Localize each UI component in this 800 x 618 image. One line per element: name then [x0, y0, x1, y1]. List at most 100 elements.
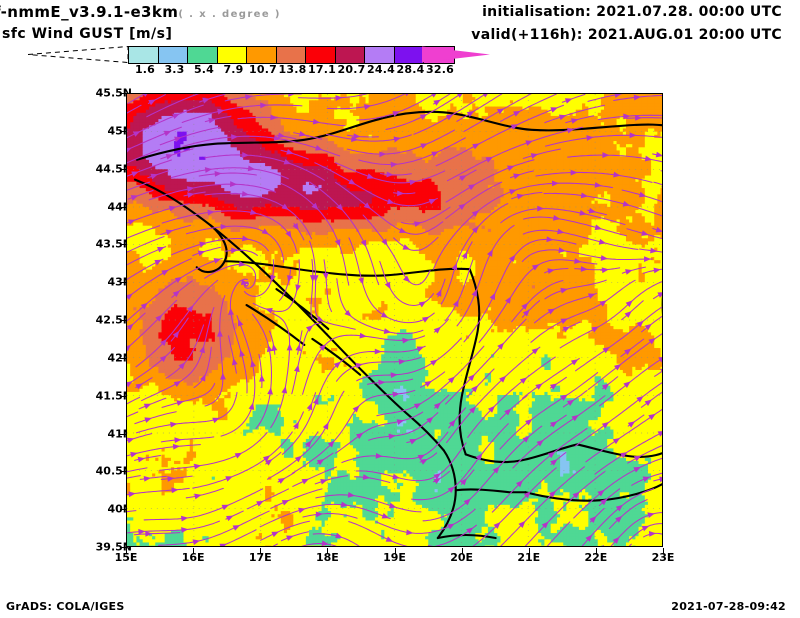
streamline: [266, 390, 345, 480]
streamline-arrow: [172, 290, 180, 298]
y-tick-label-45.5N: 45.5N: [96, 87, 132, 100]
streamline-arrow: [536, 439, 544, 447]
streamline: [445, 181, 503, 220]
x-tick-label-19E: 19E: [383, 551, 406, 564]
streamline: [224, 94, 302, 102]
streamline: [127, 149, 161, 164]
streamline-arrow: [220, 223, 228, 230]
y-tick-label-45N: 45N: [107, 124, 132, 137]
streamline-arrow: [467, 374, 475, 382]
streamline-arrow: [319, 344, 327, 352]
streamline: [127, 444, 201, 457]
streamline: [444, 259, 474, 322]
streamline-arrow: [197, 250, 206, 257]
x-tick-mark: [260, 548, 262, 554]
streamline-arrow: [430, 94, 438, 98]
streamline: [393, 236, 439, 251]
streamline: [445, 159, 535, 203]
streamline: [281, 345, 426, 455]
streamline-arrow: [165, 229, 174, 236]
streamline-arrow: [335, 532, 343, 539]
streamline-arrow: [180, 515, 189, 522]
streamline-arrow: [265, 308, 273, 314]
streamline-arrow: [221, 504, 230, 511]
x-tick-label-17E: 17E: [249, 551, 272, 564]
streamline-arrow: [397, 190, 405, 197]
streamline-arrow: [161, 269, 169, 276]
streamline-arrow: [131, 171, 139, 177]
x-tick-mark: [663, 548, 664, 554]
streamline-arrow: [475, 453, 483, 461]
streamline: [243, 259, 275, 297]
streamline-arrow: [516, 193, 525, 200]
streamline-arrow: [322, 422, 329, 430]
streamline-arrow: [509, 189, 517, 195]
streamline: [127, 510, 137, 513]
streamline-arrow: [127, 381, 133, 388]
streamline: [499, 94, 557, 122]
streamline: [500, 466, 585, 546]
streamline: [511, 191, 543, 200]
streamline: [147, 170, 169, 179]
streamline-arrow: [571, 414, 579, 422]
streamline-arrow: [383, 328, 392, 334]
streamline-arrow: [525, 418, 533, 426]
y-tick-label-41N: 41N: [107, 427, 132, 440]
streamline: [251, 313, 272, 429]
y-tick-label-42.5N: 42.5N: [96, 314, 132, 327]
streamline-arrow: [468, 184, 476, 191]
streamline: [356, 94, 435, 121]
streamline-arrow: [636, 395, 644, 403]
streamline: [511, 280, 564, 323]
colorbar-tick-labels: 1.6 3.3 5.4 7.9 10.7 13.8 17.1 20.7 24.4 28.4 32.6: [0, 63, 470, 77]
weather-map-canvas: [127, 94, 662, 546]
streamline-arrow: [219, 543, 227, 546]
streamline-arrow: [378, 379, 386, 386]
streamline-arrow: [288, 94, 296, 97]
streamline: [127, 433, 153, 442]
streamline: [467, 368, 495, 398]
streamline: [165, 324, 205, 379]
streamline: [631, 472, 662, 486]
streamline-arrow: [648, 413, 656, 421]
y-tick-mark: [120, 320, 127, 321]
streamline-arrow: [564, 98, 573, 104]
streamline-arrow: [192, 539, 201, 545]
streamline-arrow: [380, 311, 389, 318]
streamline: [574, 382, 662, 447]
streamline: [259, 503, 391, 528]
streamline-arrow: [456, 94, 464, 98]
streamline-arrow: [265, 459, 273, 466]
streamline-arrow: [594, 224, 603, 231]
streamline-arrow: [644, 155, 653, 162]
streamline-arrow: [316, 459, 325, 466]
streamline-arrow: [601, 421, 610, 429]
streamline-arrow: [570, 359, 579, 366]
streamline: [628, 523, 662, 541]
y-tick-mark: [120, 357, 127, 359]
streamline: [599, 357, 662, 407]
streamline-arrow: [601, 267, 609, 274]
streamline-arrow: [160, 338, 167, 346]
streamline: [161, 382, 216, 408]
colorbar-tick-17.1: 17.1: [308, 63, 336, 76]
streamline-arrow: [648, 531, 657, 537]
streamline-arrow: [281, 500, 290, 506]
model-title: f-nmmE_v3.9.1-e3km( . x . degree ): [0, 3, 281, 21]
streamline: [643, 532, 662, 538]
streamline: [575, 306, 662, 372]
streamline-arrow: [598, 238, 607, 245]
streamline-arrow: [496, 108, 505, 115]
x-tick-label-22E: 22E: [584, 551, 607, 564]
y-tick-label-42N: 42N: [107, 351, 132, 364]
streamline-arrow: [294, 455, 302, 463]
streamline-arrow: [525, 140, 533, 146]
streamline-arrow: [612, 536, 620, 544]
streamline-arrow: [624, 311, 632, 318]
streamline: [127, 246, 167, 266]
streamline-arrow: [396, 419, 405, 425]
streamline-arrow: [154, 259, 162, 266]
streamline-arrow: [388, 502, 397, 509]
streamline-arrow: [348, 178, 356, 185]
map-plot-area[interactable]: [126, 93, 663, 547]
